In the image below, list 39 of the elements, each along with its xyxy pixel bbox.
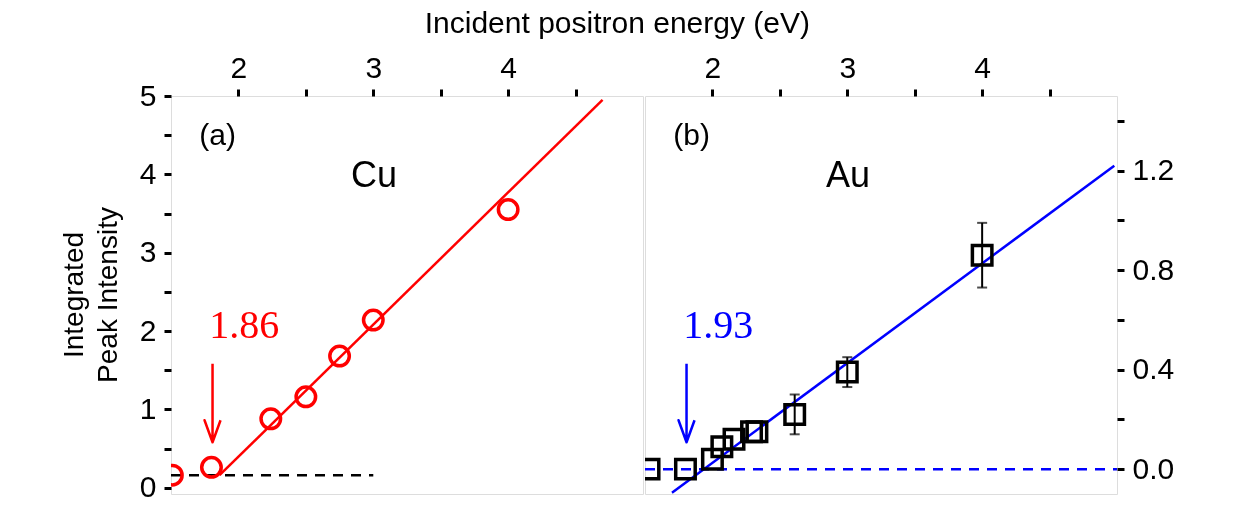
annotation: Au xyxy=(825,153,870,195)
point xyxy=(700,447,724,471)
point xyxy=(835,360,859,384)
y-tick-label: 5 xyxy=(139,78,157,112)
x-tick-label: 3 xyxy=(839,50,857,84)
point xyxy=(740,420,764,444)
point xyxy=(745,420,769,444)
y-tick-label: 0.8 xyxy=(1132,252,1175,286)
x-tick-label: 4 xyxy=(500,50,517,84)
y-tick-label: 4 xyxy=(139,156,157,190)
annotation: Cu xyxy=(350,153,397,195)
y-tick-label: 0.4 xyxy=(1132,352,1175,386)
x-tick-label: 3 xyxy=(365,50,383,84)
x-axis-title: Incident positron energy (eV) xyxy=(424,5,810,39)
point xyxy=(328,344,352,368)
point xyxy=(294,385,318,409)
y-tick-label: 3 xyxy=(139,235,157,269)
point xyxy=(710,435,734,459)
annotation: 1.93 xyxy=(683,301,754,347)
y-tick-label: 0.0 xyxy=(1132,451,1175,485)
point xyxy=(199,455,223,479)
annotation: 1.86 xyxy=(209,301,280,347)
y-tick-label: 1.2 xyxy=(1132,153,1175,187)
x-tick-label: 2 xyxy=(230,50,248,84)
point xyxy=(722,427,746,451)
point xyxy=(673,457,697,481)
annotation: (a) xyxy=(199,117,236,151)
y-tick-label: 0 xyxy=(139,470,157,504)
point xyxy=(361,308,385,332)
point xyxy=(259,407,283,431)
y-tick-label: 1 xyxy=(139,391,157,425)
y-axis-title: Integrated Peak Intensity xyxy=(58,207,123,383)
point xyxy=(783,402,807,426)
point xyxy=(496,198,520,222)
x-tick-label: 4 xyxy=(974,50,991,84)
point xyxy=(970,243,994,267)
annotation: (b) xyxy=(673,117,710,151)
x-tick-label: 2 xyxy=(704,50,722,84)
y-tick-label: 2 xyxy=(139,313,157,347)
